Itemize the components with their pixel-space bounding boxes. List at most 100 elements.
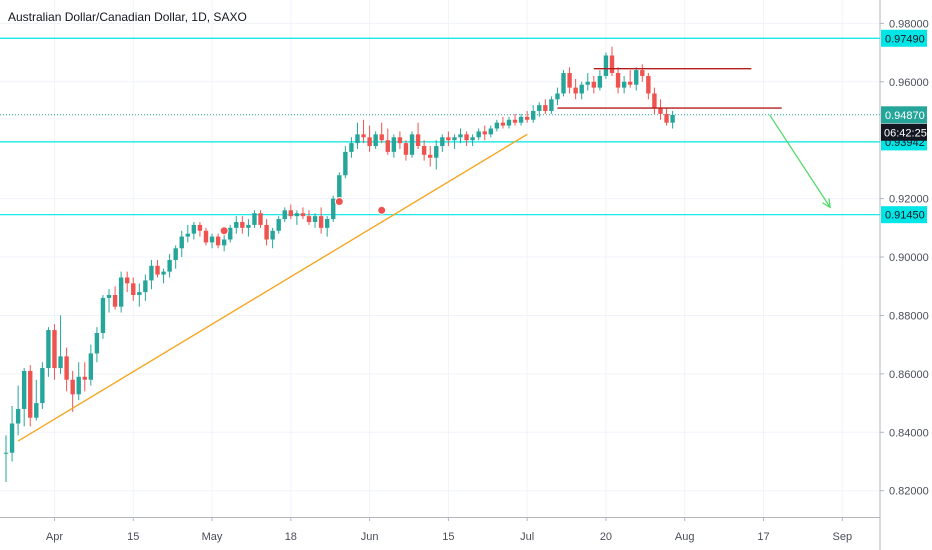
- candle-down: [361, 119, 366, 144]
- candle-down: [64, 347, 69, 392]
- candle-body: [106, 295, 112, 298]
- candle-up: [537, 102, 542, 117]
- event-markers[interactable]: [219, 197, 387, 236]
- candle-body: [94, 332, 100, 354]
- price-tick-label: 0.88000: [889, 310, 929, 322]
- candle-up: [597, 70, 603, 91]
- candle-up: [409, 131, 415, 158]
- candle-down: [464, 131, 469, 147]
- price-levels[interactable]: [0, 37, 880, 216]
- candle-up: [488, 125, 493, 138]
- candle-up: [34, 379, 39, 421]
- candle-up: [434, 140, 439, 170]
- candle-down: [82, 362, 87, 392]
- candle-body: [46, 330, 51, 369]
- candle-body: [52, 330, 57, 369]
- candle-body: [185, 233, 190, 237]
- candle-body: [125, 277, 130, 284]
- candle-up: [494, 119, 500, 132]
- candle-up: [391, 134, 397, 158]
- trend-line[interactable]: [17, 133, 528, 442]
- candle-down: [573, 78, 578, 100]
- candle-body: [349, 143, 354, 152]
- candle-down: [28, 365, 33, 427]
- event-marker-dot[interactable]: [219, 226, 229, 236]
- candle-body: [409, 134, 415, 155]
- price-tick-label: 0.98000: [889, 18, 929, 30]
- candle-body: [173, 248, 178, 260]
- candle-body: [270, 230, 275, 240]
- candle-up: [40, 362, 45, 409]
- candle-down: [197, 221, 203, 237]
- price-tick-label: 0.84000: [889, 427, 929, 439]
- candle-up: [46, 327, 51, 377]
- time-tick-label: 20: [600, 531, 612, 543]
- candle-body: [506, 119, 512, 126]
- candle-down: [591, 75, 597, 94]
- candle-up: [355, 122, 360, 149]
- projection-arrow-shaft[interactable]: [769, 114, 831, 208]
- candle-body: [397, 137, 403, 144]
- candle-down: [240, 216, 245, 234]
- candle-body: [40, 368, 45, 404]
- candle-down: [658, 99, 663, 120]
- candle-down: [203, 227, 209, 246]
- candle-up: [228, 224, 233, 243]
- event-marker-dot[interactable]: [377, 205, 387, 215]
- candle-down: [318, 207, 324, 234]
- candle-up: [179, 230, 184, 258]
- candle-body: [640, 70, 645, 76]
- candle-up: [209, 233, 215, 249]
- candle-up: [173, 245, 178, 269]
- time-tick-label: Sep: [832, 531, 852, 543]
- candle-body: [246, 224, 251, 228]
- time-tick-label: Jul: [520, 531, 534, 543]
- candle-body: [88, 353, 94, 380]
- candle-up: [221, 233, 227, 252]
- price-tick-label: 0.86000: [889, 369, 929, 381]
- candle-body: [458, 134, 463, 138]
- candle-up: [246, 219, 251, 237]
- candle-body: [488, 128, 493, 135]
- candle-down: [306, 210, 312, 225]
- candle-down: [652, 87, 657, 114]
- candle-body: [161, 271, 166, 275]
- candle-body: [131, 283, 136, 296]
- level-badge: 0.97490: [881, 29, 927, 47]
- candle-body: [318, 216, 324, 228]
- candle-body: [579, 84, 584, 94]
- price-axis[interactable]: 0.98000 0.96000 0.92000 0.90000 0.88000 0.860…: [880, 18, 929, 498]
- candle-up: [518, 113, 524, 126]
- candle-body: [434, 146, 439, 158]
- candle-up: [324, 216, 330, 237]
- price-tick-label: 0.90000: [889, 252, 929, 264]
- candles: [3, 46, 675, 482]
- candle-down: [397, 131, 403, 149]
- candle-up: [440, 134, 445, 152]
- candle-up: [58, 315, 63, 374]
- candle-down: [446, 131, 451, 147]
- drawings[interactable]: [17, 67, 831, 442]
- candle-up: [621, 75, 627, 94]
- candle-body: [403, 143, 409, 155]
- event-marker-dot[interactable]: [334, 197, 344, 207]
- candle-down: [131, 277, 136, 301]
- candle-body: [440, 137, 445, 147]
- candle-body: [561, 73, 566, 94]
- candle-up: [561, 70, 566, 97]
- candle-body: [143, 280, 148, 293]
- candle-down: [367, 125, 372, 152]
- projection-arrow-head[interactable]: [822, 198, 831, 209]
- candle-body: [191, 224, 197, 234]
- candle-body: [343, 151, 348, 176]
- candle-body: [294, 213, 300, 217]
- candle-body: [391, 137, 397, 152]
- grid-lines: [0, 0, 880, 517]
- candle-down: [385, 128, 390, 155]
- candle-body: [282, 210, 287, 220]
- candle-down: [646, 73, 651, 100]
- time-axis[interactable]: Apr 15 May 18 Jun 15 Jul 20 Aug 17 Sep: [46, 517, 852, 543]
- candle-body: [573, 87, 578, 94]
